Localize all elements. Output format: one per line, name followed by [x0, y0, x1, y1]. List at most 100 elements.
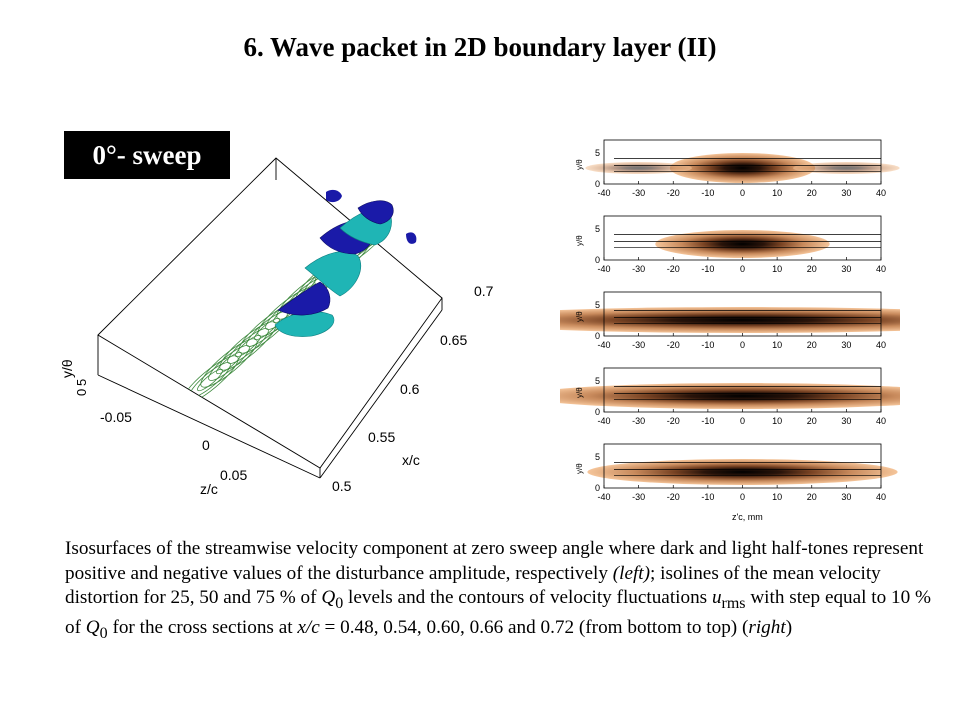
- panel-x-tick: -30: [632, 492, 645, 502]
- isoline: [216, 351, 242, 375]
- panel-y-tick: 5: [595, 376, 600, 386]
- left-x-tick: 0.7: [474, 283, 494, 299]
- contour-panel: y/θ50-40 -30 -20 -10 0 10 20 30 40: [575, 443, 898, 502]
- panel-x-tick: 10: [772, 492, 782, 502]
- panel-y-tick: 0: [595, 483, 600, 493]
- caption-part5: for the cross sections at: [107, 617, 298, 639]
- isoline: [235, 334, 261, 358]
- panel-x-tick: 40: [876, 492, 886, 502]
- left-z-tick: 0.05: [220, 467, 247, 483]
- caption-q2-sub: 0: [99, 625, 108, 643]
- isoline: [197, 368, 223, 392]
- panel-x-tick: -20: [667, 416, 680, 426]
- panel-x-tick: 20: [807, 340, 817, 350]
- panel-x-tick: 20: [807, 188, 817, 198]
- left-y-tick: 0: [74, 389, 89, 396]
- velocity-contour: [585, 162, 692, 174]
- panel-x-tick: 30: [841, 492, 851, 502]
- caption-part2: ; isolines of the mean velocity distorti…: [65, 562, 881, 609]
- left-y-tick: 5: [74, 379, 89, 386]
- panel-x-tick: 40: [876, 340, 886, 350]
- panel-x-tick: -40: [597, 188, 610, 198]
- caption-part4: with step equal to 10 % of: [65, 587, 931, 639]
- panel-x-tick: -20: [667, 340, 680, 350]
- panel-y-tick: 5: [595, 224, 600, 234]
- cross-section-contours: y/θ50-40 -30 -20 -10 0 10 20 30 40y/θ50-40 -30 -20…: [560, 139, 900, 522]
- panel-x-tick: -30: [632, 188, 645, 198]
- isoline: [254, 317, 280, 341]
- panel-x-tick: 10: [772, 264, 782, 274]
- panel-x-tick: 30: [841, 264, 851, 274]
- caption-part1: Isosurfaces of the streamwise velocity c…: [65, 538, 924, 584]
- panel-y-label: y/θ: [575, 387, 584, 398]
- caption-right-label: right: [748, 617, 786, 639]
- panel-x-tick: 30: [841, 340, 851, 350]
- panel-x-tick: 0: [740, 340, 745, 350]
- panel-x-tick: 40: [876, 416, 886, 426]
- caption-u: u: [711, 587, 722, 608]
- panel-x-tick: 0: [740, 492, 745, 502]
- panel-x-tick: 20: [807, 492, 817, 502]
- panel-x-tick: -10: [701, 264, 714, 274]
- panel-x-tick: 0: [740, 416, 745, 426]
- caption-part6: = 0.48, 0.54, 0.60, 0.66 and 0.72 (from …: [319, 617, 749, 639]
- caption-part3: levels and the contours of velocity fluc…: [343, 587, 712, 608]
- panel-x-tick: -10: [701, 340, 714, 350]
- panel-x-tick: 10: [772, 340, 782, 350]
- panel-x-tick: -40: [597, 416, 610, 426]
- panel-x-tick: -20: [667, 188, 680, 198]
- panel-x-tick: -10: [701, 188, 714, 198]
- panel-y-tick: 5: [595, 148, 600, 158]
- velocity-contour: [560, 383, 900, 409]
- panel-x-tick: 10: [772, 188, 782, 198]
- left-x-tick: 0.6: [400, 381, 420, 397]
- panel-y-tick: 0: [595, 179, 600, 189]
- panel-x-tick: 30: [841, 188, 851, 198]
- contour-panel: y/θ50-40 -30 -20 -10 0 10 20 30 40: [575, 139, 900, 198]
- panel-y-label: y/θ: [575, 159, 584, 170]
- velocity-contour: [560, 307, 900, 333]
- right-x-axis-label: z'c, mm: [732, 512, 763, 522]
- panel-y-tick: 0: [595, 255, 600, 265]
- caption-q: Q: [321, 587, 336, 608]
- panel-x-tick: -40: [597, 492, 610, 502]
- isosurface-negative: [304, 251, 362, 297]
- left-z-tick: -0.05: [100, 409, 132, 425]
- panel-x-tick: 40: [876, 264, 886, 274]
- panel-y-tick: 0: [595, 331, 600, 341]
- contour-panel: y/θ50-40 -30 -20 -10 0 10 20 30 40: [560, 367, 900, 426]
- left-z-axis-label: z/c: [200, 481, 218, 497]
- isosurface-blobs: [274, 189, 417, 337]
- panel-x-tick: 30: [841, 416, 851, 426]
- panel-y-label: y/θ: [575, 311, 584, 322]
- caption-part7: ): [785, 617, 793, 639]
- panel-x-tick: 20: [807, 416, 817, 426]
- panel-x-tick: -20: [667, 264, 680, 274]
- isosurface-3d-plot: y/θ 5 0 -0.05 0 0.05 z/c 0.7 0.65 0.6 0.…: [59, 157, 494, 497]
- left-z-tick: 0: [202, 437, 210, 453]
- panel-y-tick: 5: [595, 300, 600, 310]
- panel-x-tick: 40: [876, 188, 886, 198]
- panel-x-tick: -40: [597, 340, 610, 350]
- caption-left-label: (left): [612, 562, 651, 584]
- velocity-contour: [655, 230, 830, 258]
- caption-u-sub: rms: [721, 594, 746, 612]
- panel-x-tick: -30: [632, 340, 645, 350]
- contour-panel: y/θ50-40 -30 -20 -10 0 10 20 30 40: [575, 215, 886, 274]
- panel-x-tick: 0: [740, 188, 745, 198]
- left-x-axis-label: x/c: [402, 452, 420, 468]
- velocity-contour: [793, 162, 900, 174]
- caption-xc: x/c: [297, 617, 320, 639]
- left-x-tick: 0.65: [440, 332, 467, 348]
- isosurface-positive: [406, 232, 417, 244]
- panel-y-tick: 0: [595, 407, 600, 417]
- velocity-contour: [669, 153, 816, 183]
- slide-title: 6. Wave packet in 2D boundary layer (II): [243, 32, 717, 62]
- isosurface-positive: [326, 189, 342, 203]
- panel-x-tick: 20: [807, 264, 817, 274]
- panel-x-tick: -20: [667, 492, 680, 502]
- left-y-axis-label: y/θ: [59, 359, 75, 378]
- sweep-badge: 0°- sweep: [64, 131, 230, 179]
- left-x-tick: 0.55: [368, 429, 395, 445]
- panel-y-tick: 5: [595, 452, 600, 462]
